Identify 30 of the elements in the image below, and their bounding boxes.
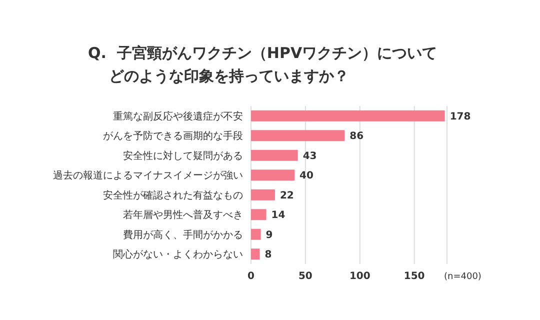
bar [251,150,298,161]
x-tick-label: 150 [404,271,425,282]
bar [251,248,260,260]
y-tick-label: 安全性に対して疑問がある [123,150,243,162]
data-label: 43 [302,150,317,162]
data-label: 40 [300,170,314,182]
x-tick-label: 50 [298,271,312,282]
data-label: 178 [450,111,471,122]
data-label: 86 [350,131,364,142]
y-tick-label: 安全性が確認された有益なもの [103,189,243,202]
x-tick-label: 0 [248,271,255,282]
data-label: 22 [280,190,294,202]
y-tick-label: 過去の報道によるマイナスイメージが強い [53,170,243,182]
y-tick-label: がんを予防できる画期的な手段 [103,130,243,142]
data-label: 9 [266,230,273,241]
y-tick-label: 若年層や男性へ普及すべき [123,209,243,222]
y-tick-label: 費用が高く、手間がかかる [123,228,243,241]
data-label: 8 [264,250,272,261]
bar [251,209,266,220]
y-tick-label: 重篤な副反応や後遺症が不安 [113,110,243,122]
x-tick-label: 100 [349,271,370,282]
bar [251,110,445,122]
bar [251,130,345,142]
y-tick-label: 関心がない・よくわからない [113,248,243,261]
bar [251,170,295,181]
data-label: 14 [271,210,286,222]
text: (n=400) [444,272,482,282]
bar [251,189,275,200]
chart-title: Q. 子宮頸がんワクチン（HPVワクチン）についてどのような印象を持っていますか？ [88,43,438,87]
bar [251,228,261,240]
